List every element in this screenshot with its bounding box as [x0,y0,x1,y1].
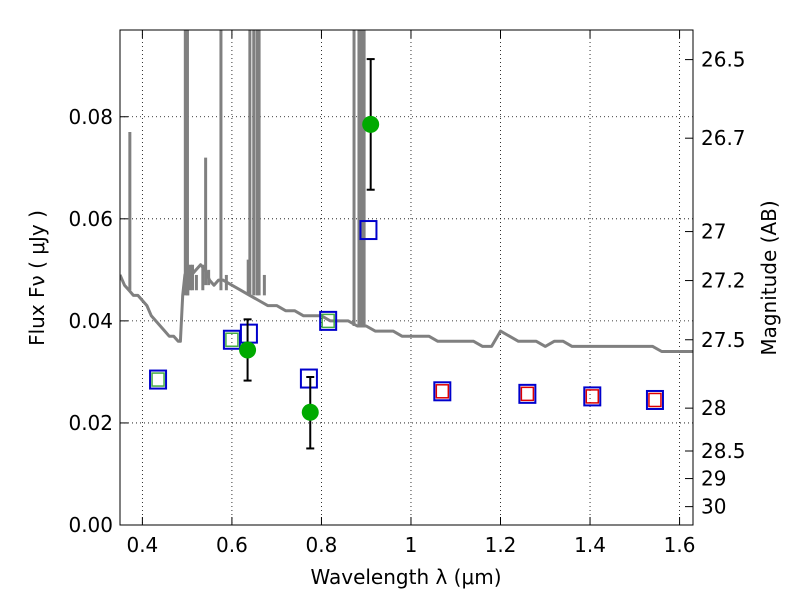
y-tick-label: 0.02 [68,411,113,435]
model-flux-blue-square [583,386,602,407]
x-tick-label: 1.6 [664,533,696,557]
model-flux-red-square [435,384,450,399]
model-spectrum-line [120,263,693,353]
y-tick-label: 0.06 [68,207,113,231]
x-tick-label: 1.4 [574,533,606,557]
y2-tick-label: 30 [701,495,726,519]
plot-data [120,30,693,450]
model-flux-blue-square [222,329,241,350]
x-tick-label: 0.6 [216,533,248,557]
model-flux-green-square [225,332,239,348]
y2-tick-label: 27 [701,220,726,244]
axes: 0.4 0.6 0.8 1 1.2 1.4 1.6 0.00 0.02 0.04 0.06 0.08 2… [68,30,746,557]
y2-tick-label: 28.5 [701,439,746,463]
x-axis-title: Wavelength λ (μm) [310,565,501,589]
model-flux-red-square [520,386,535,402]
observed-flux-point [239,341,257,359]
model-flux-blue-square [433,381,452,402]
observed-flux-point [301,403,319,421]
grid [120,30,693,526]
y2-tick-label: 29 [701,467,726,491]
y-tick-label: 0.04 [68,309,113,333]
observed-flux-point [362,115,380,133]
model-flux-red-square [648,392,662,408]
plot-frame [119,29,694,526]
model-flux-blue-square [645,389,664,410]
y2-tick-label: 26.7 [701,126,746,150]
y2-tick-label: 28 [701,396,726,420]
model-flux-green-square [321,313,335,329]
y2-axis-title: Magnitude (AB) [757,200,781,355]
model-flux-blue-square [518,383,537,404]
y2-tick-label: 26.5 [701,48,746,72]
y-tick-label: 0.08 [68,105,113,129]
y2-tick-label: 27.2 [701,269,746,293]
x-tick-label: 1 [405,533,418,557]
y-axis-title: Flux Fν ( μJy ) [25,210,49,346]
model-flux-blue-square [359,220,378,241]
model-flux-red-square [585,389,600,404]
y-tick-label: 0.00 [68,513,113,537]
x-tick-label: 0.8 [306,533,338,557]
x-tick-label: 0.4 [126,533,158,557]
model-flux-blue-square [149,369,168,390]
y2-tick-label: 27.5 [701,328,746,352]
model-flux-green-square [151,372,165,387]
model-flux-blue-square [299,368,318,389]
model-flux-blue-square [319,310,338,331]
x-tick-label: 1.2 [485,533,517,557]
